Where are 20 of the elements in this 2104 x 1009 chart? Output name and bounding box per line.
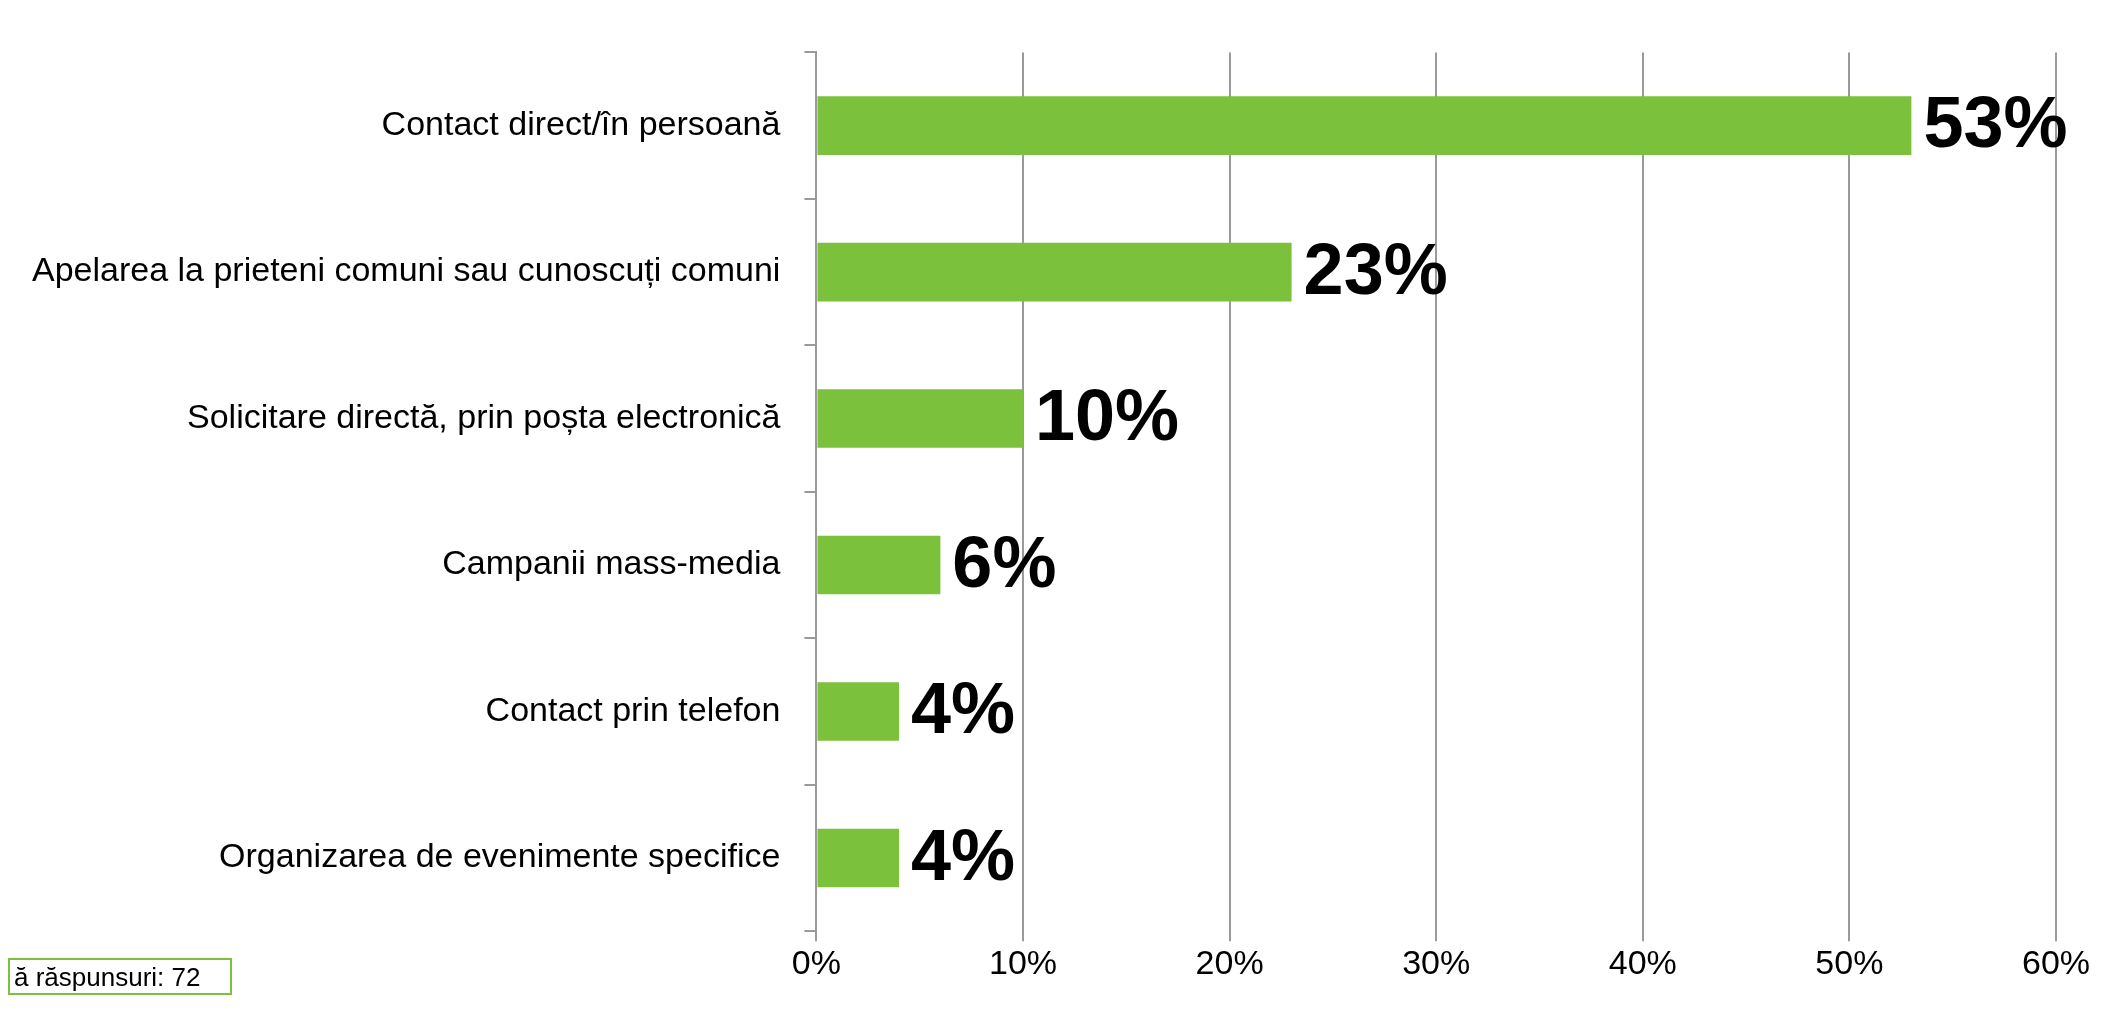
text: ă răspunsuri: 72 (8, 958, 233, 995)
y-tick-label: Solicitare directă, prin poșta electronică (187, 396, 781, 435)
x-tick-label: 40% (1608, 942, 1677, 981)
y-tick-label: Apelarea la prieteni comuni sau cunoscuți comuni (31, 250, 781, 289)
data-label: 4% (911, 814, 1016, 895)
x-tick-label: 30% (1402, 942, 1471, 981)
data-label: 4% (911, 668, 1016, 749)
x-tick-label: 10% (988, 942, 1058, 981)
data-label: 53% (1923, 82, 2068, 163)
data-label: 10% (1035, 375, 1180, 456)
x-tick-label: 20% (1195, 942, 1264, 981)
x-tick-label: 60% (2021, 942, 2091, 981)
data-label: 6% (952, 521, 1057, 602)
y-tick-label: Contact direct/în persoană (381, 104, 781, 143)
y-tick-label: Organizarea de evenimente specifice (219, 836, 781, 875)
y-tick-label: Campanii mass-media (442, 543, 781, 582)
data-label: 23% (1303, 228, 1448, 309)
y-tick-label: Contact prin telefon (485, 689, 781, 728)
x-tick-label: 0% (791, 942, 841, 981)
x-tick-label: 50% (1815, 942, 1884, 981)
